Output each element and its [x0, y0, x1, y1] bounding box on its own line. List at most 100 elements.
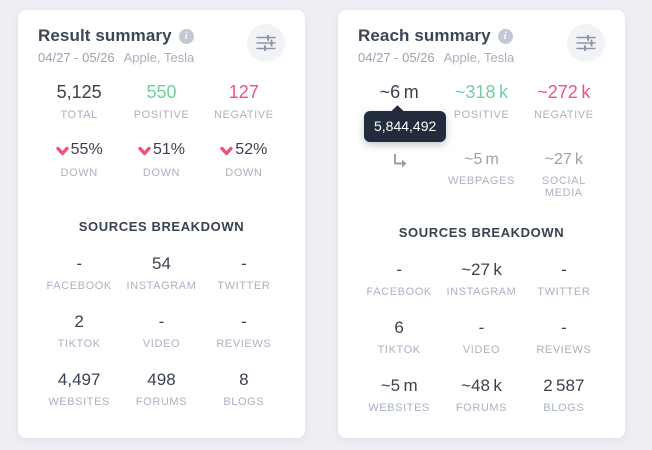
info-icon[interactable]: i: [178, 28, 194, 44]
source-value: 8: [239, 369, 249, 389]
source-forums: ~48 k FORUMS: [440, 376, 522, 414]
source-value: -: [240, 311, 247, 331]
source-label: FORUMS: [455, 402, 508, 414]
source-label: TIKTOK: [377, 344, 421, 356]
sources-row-2: 2 TIKTOK - VIDEO - REVIEWS: [38, 312, 285, 350]
reach-subrow: ~5 m WEBPAGES ~27 k SOCIAL MEDIA: [358, 151, 605, 199]
card-subtitle: 04/27 - 05/26 Apple, Tesla: [358, 50, 514, 65]
sub-value: ~27 k: [544, 151, 583, 168]
sources-breakdown-title: SOURCES BREAKDOWN: [78, 218, 245, 234]
source-value: 6: [394, 318, 404, 337]
sub-value: ~5 m: [464, 151, 499, 168]
result-summary-card: Result summary i 04/27 - 05/26 Apple, Tes…: [18, 10, 305, 438]
info-icon-glyph: i: [184, 30, 188, 42]
source-tiktok: 6 TIKTOK: [358, 318, 440, 356]
stat-negative: 127 NEGATIVE: [203, 82, 285, 121]
chevron-down-icon: [220, 146, 233, 156]
stat-negative: ~272 k NEGATIVE: [523, 82, 605, 121]
sources-row-3: ~5 m WEBSITES ~48 k FORUMS 2 587 BLOGS: [358, 376, 605, 414]
source-value: -: [158, 311, 165, 331]
card-subtitle: 04/27 - 05/26 Apple, Tesla: [38, 50, 194, 65]
settings-button[interactable]: [567, 24, 605, 62]
source-label: BLOGS: [223, 395, 265, 408]
source-reviews: - REVIEWS: [523, 318, 605, 356]
source-instagram: ~27 k INSTAGRAM: [440, 260, 522, 298]
change-percent: 51%: [152, 141, 185, 158]
settings-button[interactable]: [247, 24, 285, 62]
date-range: 04/27 - 05/26: [358, 50, 435, 65]
total-reach-tooltip: 5,844,492: [364, 111, 447, 142]
sources-breakdown-title: SOURCES BREAKDOWN: [398, 225, 565, 240]
stat-label: POSITIVE: [133, 109, 190, 121]
sources-row-1: - FACEBOOK 54 INSTAGRAM - TWITTER: [38, 254, 285, 292]
source-label: TIKTOK: [57, 337, 101, 350]
stats-row: 5,125 TOTAL 550 POSITIVE 127 NEGATIVE: [38, 82, 285, 121]
stat-positive: ~318 k POSITIVE: [440, 82, 522, 121]
card-header: Reach summary i 04/27 - 05/26 Apple, Tesl…: [358, 24, 605, 65]
stat-value: 5,125: [56, 82, 102, 102]
change-percent: 52%: [235, 141, 268, 158]
source-label: WEBSITES: [48, 395, 110, 408]
source-value: 4,497: [57, 369, 101, 389]
source-value: -: [560, 260, 567, 279]
reach-branch: [358, 151, 440, 199]
source-label: INSTAGRAM: [446, 286, 517, 298]
source-reviews: - REVIEWS: [203, 312, 285, 350]
header-text: Result summary i 04/27 - 05/26 Apple, Tes…: [38, 26, 194, 65]
source-label: FACEBOOK: [46, 279, 112, 292]
source-value: -: [76, 253, 82, 273]
reach-summary-card: Reach summary i 04/27 - 05/26 Apple, Tesl…: [338, 10, 625, 438]
source-value: 54: [152, 253, 171, 273]
keywords: Apple, Tesla: [123, 50, 195, 65]
source-value: 498: [147, 369, 176, 389]
date-range: 04/27 - 05/26: [38, 50, 115, 65]
sliders-icon: [256, 35, 276, 51]
source-value: 2: [74, 311, 84, 331]
source-value: -: [560, 318, 567, 337]
stats-row: ~6 m ~318 k POSITIVE ~272 k NEGATIVE: [358, 82, 605, 121]
source-twitter: - TWITTER: [523, 260, 605, 298]
source-websites: 4,497 WEBSITES: [38, 370, 120, 408]
stat-value: 550: [146, 82, 177, 102]
source-twitter: - TWITTER: [203, 254, 285, 292]
card-title: Reach summary: [358, 26, 491, 45]
source-label: VIDEO: [462, 344, 501, 356]
source-facebook: - FACEBOOK: [358, 260, 440, 298]
sliders-icon: [576, 35, 596, 51]
header-text: Reach summary i 04/27 - 05/26 Apple, Tesl…: [358, 26, 514, 65]
reach-webpages: ~5 m WEBPAGES: [440, 151, 522, 199]
change-label: DOWN: [225, 166, 263, 179]
source-value: ~48 k: [461, 376, 502, 395]
info-icon-glyph: i: [503, 30, 507, 42]
sources-row-3: 4,497 WEBSITES 498 FORUMS 8 BLOGS: [38, 370, 285, 408]
source-blogs: 8 BLOGS: [203, 370, 285, 408]
source-label: TWITTER: [537, 286, 591, 298]
source-value: 2 587: [543, 376, 585, 395]
source-value: ~5 m: [380, 376, 418, 395]
stat-label: TOTAL: [60, 109, 98, 121]
tooltip-value: 5,844,492: [374, 118, 437, 134]
source-facebook: - FACEBOOK: [38, 254, 120, 292]
info-icon[interactable]: i: [497, 28, 513, 44]
change-label: DOWN: [60, 166, 98, 179]
stat-label: POSITIVE: [453, 109, 510, 121]
stat-value: ~6 m: [379, 82, 419, 102]
source-label: BLOGS: [543, 402, 585, 414]
source-label: INSTAGRAM: [126, 279, 197, 292]
chevron-down-icon: [55, 146, 69, 156]
sub-label: WEBPAGES: [448, 175, 515, 187]
change-label: DOWN: [142, 166, 181, 179]
source-value: -: [240, 253, 247, 273]
stat-label: NEGATIVE: [214, 109, 274, 121]
stat-label: NEGATIVE: [534, 109, 594, 121]
source-websites: ~5 m WEBSITES: [358, 376, 440, 414]
stat-total: 5,125 TOTAL: [38, 82, 120, 121]
sources-row-1: - FACEBOOK ~27 k INSTAGRAM - TWITTER: [358, 260, 605, 298]
stat-value: ~318 k: [454, 82, 509, 102]
stat-total: ~6 m: [358, 82, 440, 121]
source-tiktok: 2 TIKTOK: [38, 312, 120, 350]
change-percent: 55%: [70, 141, 103, 158]
source-value: -: [478, 318, 485, 337]
source-label: REVIEWS: [216, 337, 272, 350]
stat-positive: 550 POSITIVE: [120, 82, 202, 121]
